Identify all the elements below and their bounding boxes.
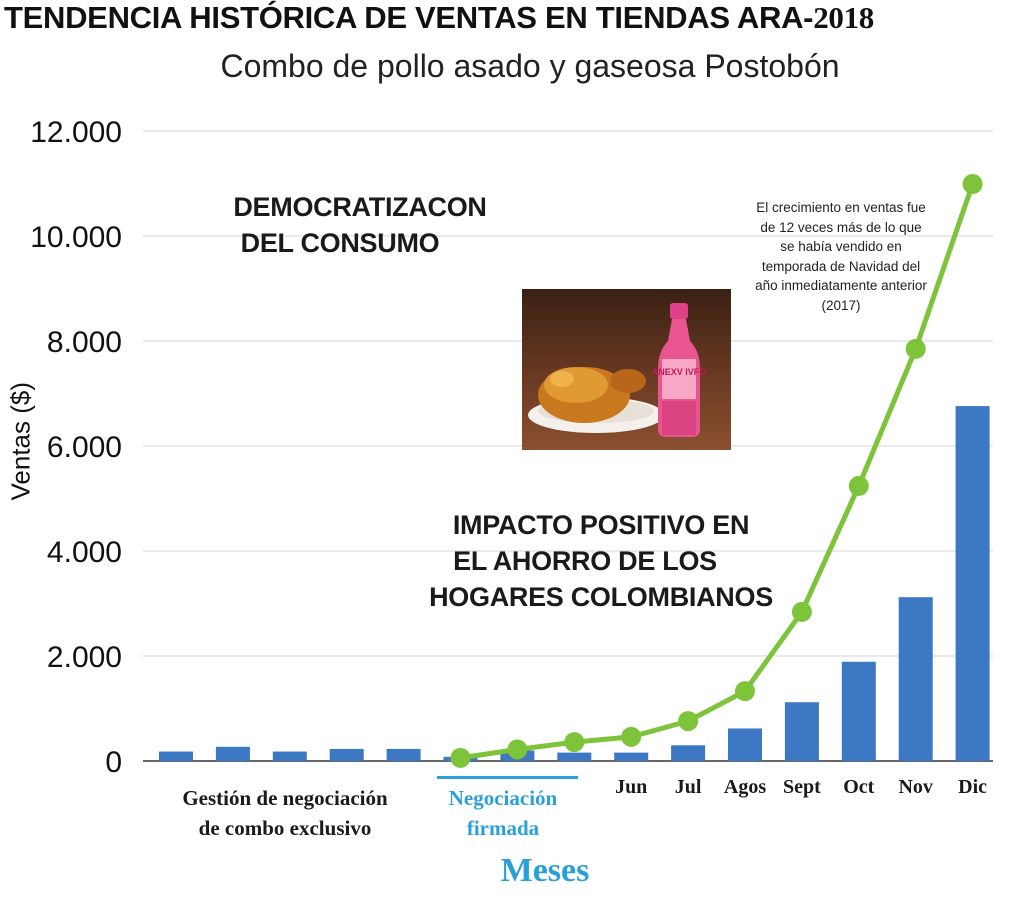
y-tick-label: 4.000 [47, 536, 122, 569]
y-tick-label: 6.000 [47, 431, 122, 464]
y-tick-label: 2.000 [47, 641, 122, 674]
bar [728, 728, 762, 761]
trend-point [905, 338, 926, 359]
x-tick-label: Agos [723, 776, 767, 798]
trend-point [564, 732, 585, 753]
trend-point [791, 601, 812, 622]
bar [386, 748, 421, 761]
x-tick-label: Jun [615, 776, 648, 798]
x-tick-label: Oct [843, 776, 875, 798]
bottle-label-text: ANEXV IVFO [652, 367, 707, 377]
y-tick-label: 10.000 [30, 221, 122, 254]
product-photo-icon: ANEXV IVFO [528, 303, 707, 437]
impacto-line-1: IMPACTO POSITIVO EN [452, 510, 750, 540]
trend-point [507, 739, 528, 760]
x-tick-label: Sept [782, 776, 821, 798]
roast-chicken-and-soda-photo: ANEXV IVFO [522, 289, 731, 450]
trend-point [848, 475, 869, 496]
y-tick-label: 0 [105, 746, 122, 779]
y-axis-label: Ventas ($) [5, 381, 36, 501]
bar [898, 597, 933, 761]
x-axis-label: Meses [500, 852, 590, 889]
trend-point [450, 747, 471, 768]
bar [955, 406, 990, 761]
trend-line-series [450, 174, 983, 768]
bar [329, 748, 364, 761]
bar-series [159, 406, 990, 761]
trend-line [460, 183, 975, 761]
x-tick-label: Jul [674, 776, 702, 798]
bottle-cap-icon [670, 303, 688, 319]
group-label-negociacion-firmada: Negociación firmada [448, 786, 558, 840]
democratizacion-line-1: DEMOCRATIZACON [233, 192, 487, 222]
bar [614, 752, 649, 761]
trend-point [621, 726, 642, 747]
impacto-line-2: EL AHORRO DE LOS [453, 546, 717, 576]
bar [841, 661, 876, 761]
chart-subtitle: Combo de pollo asado y gaseosa Postobón [220, 48, 840, 84]
group-label-gestion: Gestión de negociación de combo exclusiv… [182, 786, 388, 840]
signed-period-underline [437, 776, 578, 779]
y-tick-labels: 0 2.000 4.000 6.000 8.000 10.000 12.000 [30, 116, 122, 779]
x-tick-label: Dic [958, 776, 988, 798]
x-tick-label: Nov [898, 776, 933, 798]
bar [272, 751, 307, 761]
democratizacion-annotation: DEMOCRATIZACON DEL CONSUMO [205, 189, 515, 261]
y-tick-label: 8.000 [47, 326, 122, 359]
y-tick-label: 12.000 [30, 116, 122, 149]
bar [215, 746, 250, 761]
impacto-line-3: HOGARES COLOMBIANOS [429, 582, 773, 612]
chart-title: TENDENCIA HISTÓRICA DE VENTAS EN TIENDAS… [4, 0, 874, 35]
democratizacion-line-2: DEL CONSUMO [240, 228, 440, 258]
bar [784, 702, 819, 761]
bar [671, 745, 706, 761]
growth-note: El crecimiento en ventas fue de 12 veces… [755, 200, 927, 313]
bar [557, 752, 592, 761]
trend-point [962, 174, 983, 195]
trend-point [678, 711, 699, 732]
trend-point [735, 681, 755, 702]
impacto-annotation: IMPACTO POSITIVO EN EL AHORRO DE LOS HOG… [396, 507, 806, 615]
bar [159, 751, 193, 761]
